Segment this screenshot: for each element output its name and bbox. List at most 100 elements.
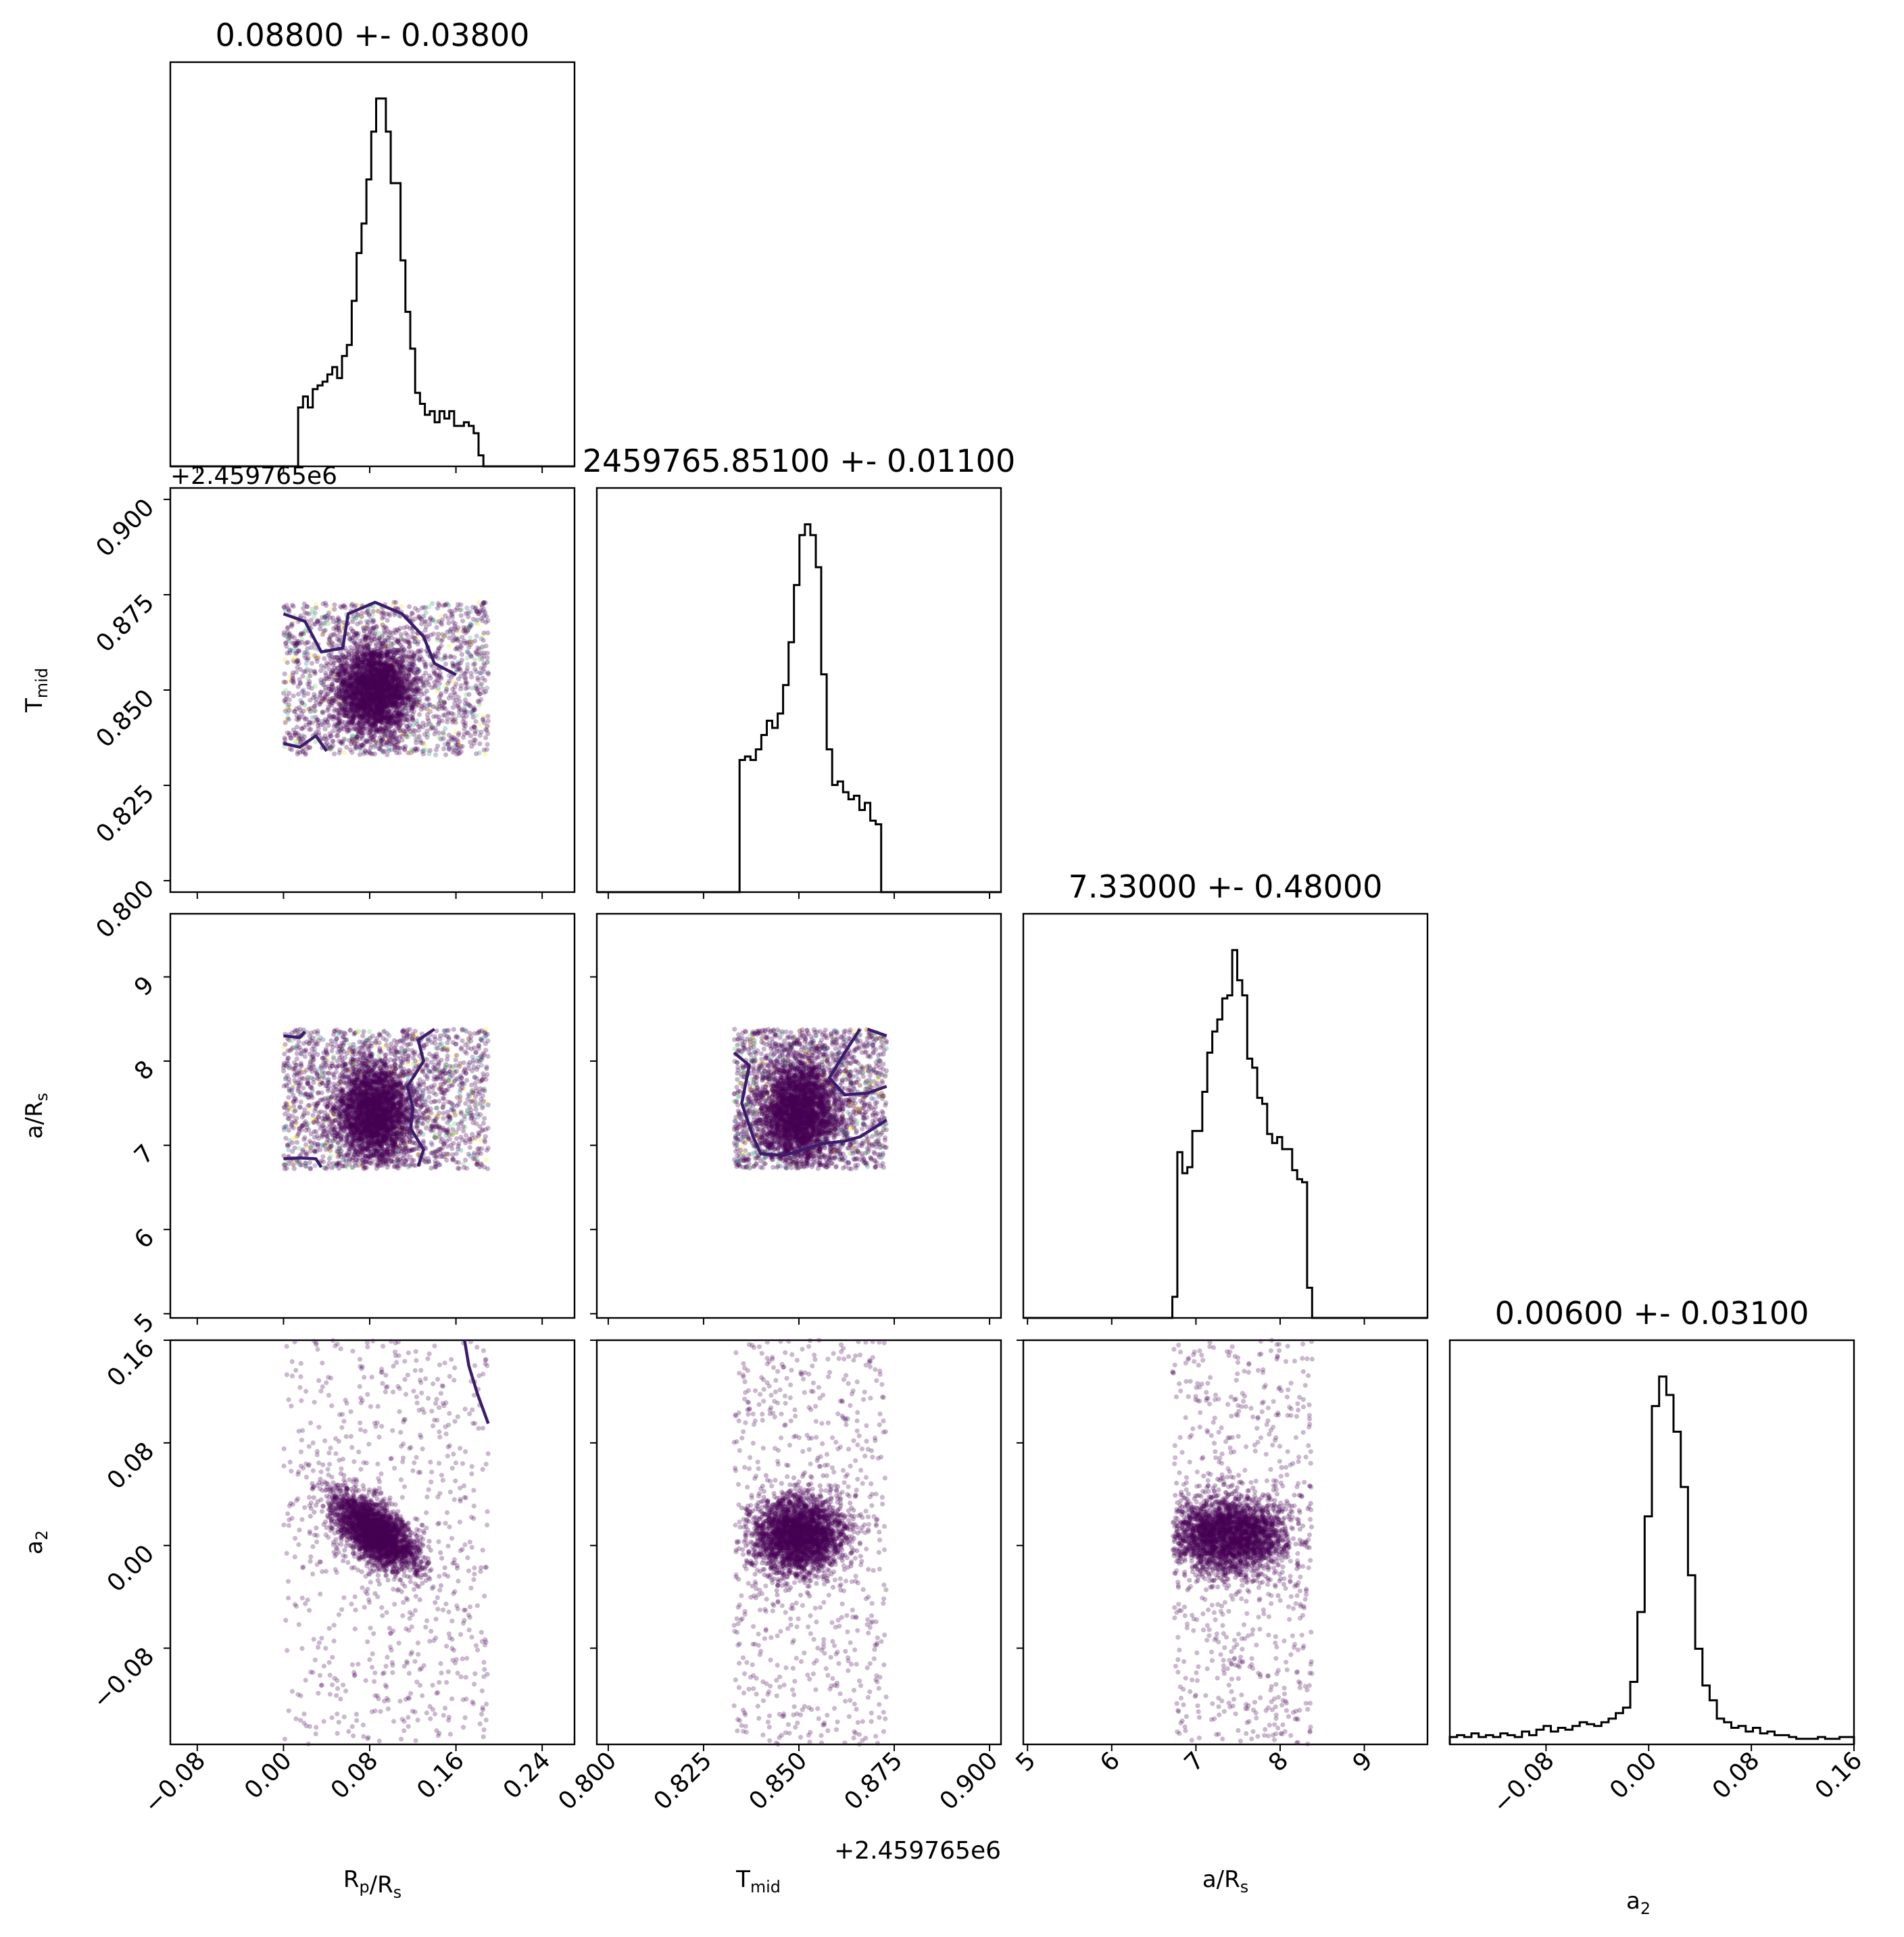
scatter-point xyxy=(412,616,417,621)
scatter-point xyxy=(310,715,314,720)
scatter-point xyxy=(348,645,353,650)
scatter-point xyxy=(453,716,458,721)
scatter-point xyxy=(287,633,291,637)
scatter-point xyxy=(446,603,451,608)
scatter-point xyxy=(295,658,300,663)
scatter-point xyxy=(284,644,289,649)
scatter-point xyxy=(423,743,428,747)
scatter-point xyxy=(440,718,445,723)
scatter-point xyxy=(376,636,381,641)
scatter-point xyxy=(443,655,448,660)
scatter-point xyxy=(437,681,442,686)
scatter-point xyxy=(391,729,396,733)
scatter-point xyxy=(416,608,420,613)
scatter-point xyxy=(466,645,471,649)
scatter-point xyxy=(446,620,451,625)
scatter-point xyxy=(285,711,290,716)
scatter-point xyxy=(447,733,451,737)
scatter-point xyxy=(399,632,404,637)
scatter-point xyxy=(476,622,481,627)
scatter-point xyxy=(406,727,411,731)
scatter-point xyxy=(435,743,440,748)
scatter-point xyxy=(483,752,488,756)
scatter-point xyxy=(421,706,426,710)
scatter-point xyxy=(471,617,476,622)
scatter-point xyxy=(329,714,334,719)
scatter-point xyxy=(422,732,427,737)
scatter-point xyxy=(362,629,366,633)
scatter-point xyxy=(312,622,316,627)
scatter-point xyxy=(340,741,345,746)
scatter-point xyxy=(468,710,473,715)
scatter-point xyxy=(460,618,465,623)
scatter-point xyxy=(368,751,373,756)
scatter-point xyxy=(476,699,481,704)
scatter-point xyxy=(401,679,406,683)
scatter-point xyxy=(432,732,437,737)
scatter-point xyxy=(450,639,455,643)
scatter-point xyxy=(472,657,477,662)
scatter-point xyxy=(424,697,429,702)
scatter-point xyxy=(482,747,487,752)
scatter-point xyxy=(452,655,457,660)
scatter-point xyxy=(458,602,463,607)
scatter-point xyxy=(323,670,328,675)
scatter-point xyxy=(419,622,424,627)
scatter-point xyxy=(286,606,291,611)
scatter-point xyxy=(472,706,477,710)
scatter-point xyxy=(322,615,327,620)
scatter-point xyxy=(458,687,463,691)
scatter-point xyxy=(299,711,304,716)
scatter-point xyxy=(451,712,456,716)
scatter-point xyxy=(404,663,408,668)
scatter-point xyxy=(332,607,337,612)
scatter-point xyxy=(477,657,482,662)
scatter-point xyxy=(299,701,304,706)
scatter-point xyxy=(305,746,310,751)
scatter-point xyxy=(282,630,287,635)
scatter-point xyxy=(332,633,337,637)
scatter-point xyxy=(302,734,307,739)
scatter-point xyxy=(424,689,429,693)
scatter-point xyxy=(320,697,325,702)
scatter-point xyxy=(395,638,400,643)
scatter-point xyxy=(405,633,410,637)
scatter-point xyxy=(302,650,307,655)
scatter-point xyxy=(290,603,295,608)
scatter-point xyxy=(307,681,312,686)
scatter-point xyxy=(468,640,473,645)
scatter-point xyxy=(447,673,451,678)
scatter-point xyxy=(312,684,317,689)
scatter-point xyxy=(283,688,288,693)
scatter-point xyxy=(474,669,479,674)
scatter-point xyxy=(466,702,471,707)
scatter-point xyxy=(299,631,303,636)
scatter-point xyxy=(323,688,328,693)
scatter-point xyxy=(391,602,395,607)
scatter-point xyxy=(433,752,438,757)
scatter-point xyxy=(438,704,443,708)
scatter-point xyxy=(447,644,451,649)
scatter-point xyxy=(351,614,356,619)
scatter-point xyxy=(352,604,357,609)
scatter-point xyxy=(435,625,439,630)
scatter-point xyxy=(424,722,429,727)
scatter-point xyxy=(397,750,401,755)
scatter-point xyxy=(451,679,456,684)
scatter-point xyxy=(479,682,484,687)
scatter-point xyxy=(460,658,464,662)
scatter-point xyxy=(447,745,451,750)
scatter-point xyxy=(308,674,312,679)
scatter-point xyxy=(418,677,423,681)
scatter-point xyxy=(480,676,485,681)
scatter-point xyxy=(485,714,490,718)
scatter-point xyxy=(423,665,428,670)
scatter-point xyxy=(485,618,490,623)
scatter-point xyxy=(399,604,404,609)
scatter-point xyxy=(457,706,462,710)
scatter-point xyxy=(310,661,314,666)
scatter-point xyxy=(353,746,358,751)
scatter-point xyxy=(448,693,453,697)
scatter-point xyxy=(313,708,318,713)
scatter-point xyxy=(437,735,441,740)
